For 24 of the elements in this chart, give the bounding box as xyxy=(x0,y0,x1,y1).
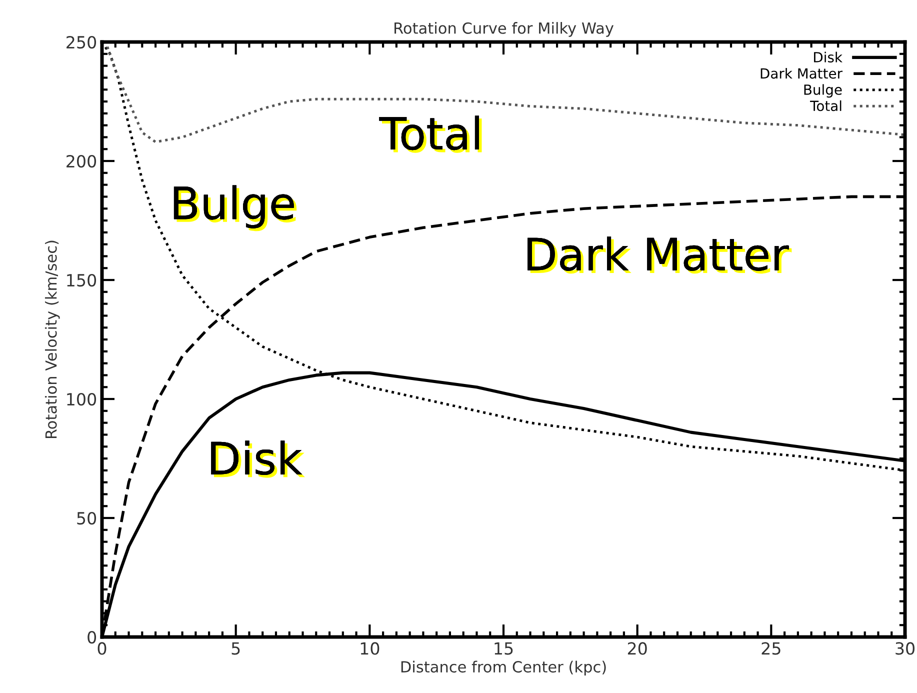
x-tick-label: 20 xyxy=(628,642,647,655)
legend-label: Bulge xyxy=(804,84,842,98)
y-tick-label: 100 xyxy=(67,392,96,406)
y-tick-label: 50 xyxy=(77,512,96,525)
annotation: Disk xyxy=(211,440,305,478)
y-tick-label: 150 xyxy=(67,274,96,287)
annotation: Dark Matter xyxy=(528,236,792,274)
legend-label: Disk xyxy=(814,52,842,62)
y-tick-label: 250 xyxy=(66,36,96,49)
x-tick-label: 15 xyxy=(494,642,513,655)
x-tick-label: 10 xyxy=(360,642,380,655)
x-axis-title: Distance from Center (kpc) xyxy=(401,660,606,676)
x-tick-label: 5 xyxy=(232,642,240,655)
legend-label: Total xyxy=(810,100,842,112)
annotation: Bulge xyxy=(174,185,297,232)
annotation: Total xyxy=(379,116,482,153)
x-tick-label: 30 xyxy=(896,642,914,655)
y-axis-title: Rotation Velocity (km/sec) xyxy=(44,240,60,438)
x-tick-label: 0 xyxy=(98,642,106,655)
x-tick-label: 25 xyxy=(762,642,780,655)
chart-title: Rotation Curve for Milky Way xyxy=(394,22,614,37)
legend-label: Dark Matter xyxy=(760,68,842,79)
y-tick-label: 200 xyxy=(66,154,96,168)
y-tick-label: 0 xyxy=(88,630,96,644)
